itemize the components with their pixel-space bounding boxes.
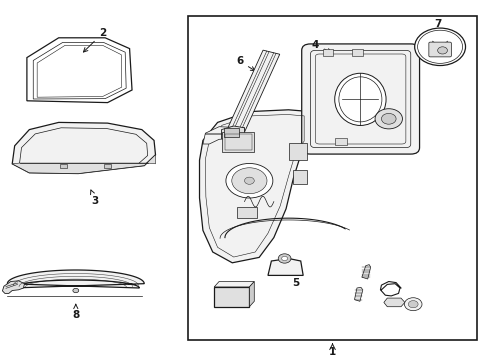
Bar	[188, 16, 476, 340]
Text: 7: 7	[433, 19, 441, 42]
Circle shape	[374, 109, 402, 129]
Bar	[334, 138, 346, 145]
Bar	[351, 49, 362, 56]
Polygon shape	[224, 50, 279, 141]
Bar	[222, 132, 254, 152]
Text: 2: 2	[83, 28, 106, 52]
Bar	[293, 170, 306, 184]
Polygon shape	[383, 298, 404, 307]
Polygon shape	[12, 155, 155, 174]
FancyBboxPatch shape	[428, 42, 450, 57]
Text: 5: 5	[286, 265, 299, 288]
Polygon shape	[199, 110, 310, 263]
Circle shape	[278, 254, 290, 263]
Polygon shape	[361, 265, 370, 279]
Polygon shape	[214, 282, 254, 287]
Circle shape	[404, 298, 421, 311]
Bar	[237, 207, 256, 218]
Polygon shape	[12, 122, 155, 174]
Polygon shape	[221, 126, 244, 140]
Circle shape	[225, 163, 272, 198]
Polygon shape	[267, 258, 303, 275]
Polygon shape	[7, 270, 144, 288]
Text: 1: 1	[328, 347, 335, 357]
Ellipse shape	[334, 73, 386, 126]
Polygon shape	[354, 287, 362, 301]
Circle shape	[407, 301, 417, 308]
Circle shape	[244, 177, 254, 184]
Text: 3: 3	[90, 190, 99, 206]
Bar	[224, 134, 251, 150]
Polygon shape	[27, 38, 132, 103]
Bar	[224, 128, 238, 137]
Text: 6: 6	[236, 56, 254, 71]
Bar	[103, 164, 111, 168]
Polygon shape	[249, 282, 254, 307]
Circle shape	[73, 288, 79, 293]
Polygon shape	[203, 127, 244, 144]
Circle shape	[231, 168, 266, 194]
Circle shape	[381, 113, 395, 124]
Text: 4: 4	[311, 40, 331, 53]
Polygon shape	[2, 281, 24, 293]
FancyBboxPatch shape	[301, 44, 419, 154]
Bar	[60, 164, 67, 168]
Text: 8: 8	[72, 304, 79, 320]
Bar	[288, 143, 306, 160]
Bar	[322, 49, 333, 56]
FancyBboxPatch shape	[214, 287, 249, 307]
Circle shape	[281, 256, 287, 261]
Circle shape	[437, 47, 447, 54]
Circle shape	[414, 28, 465, 66]
